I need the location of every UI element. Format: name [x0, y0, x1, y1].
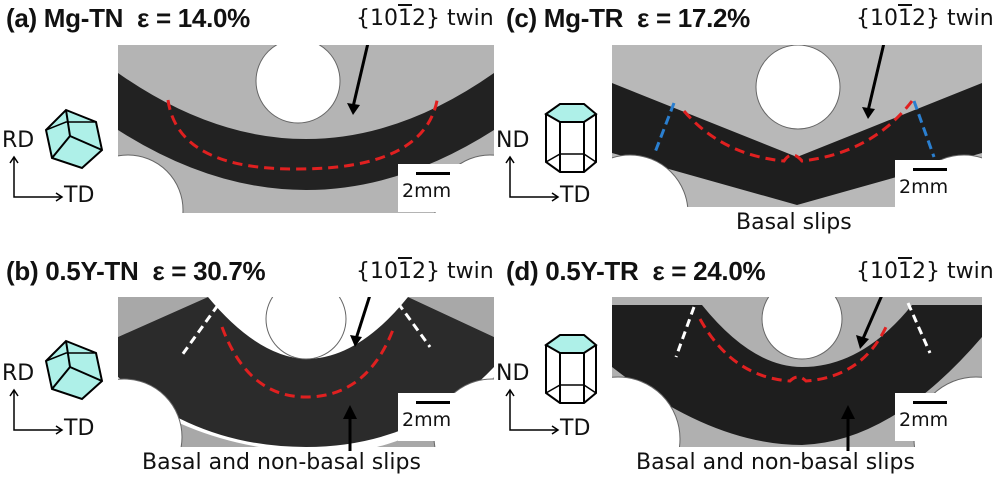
- axes-icon: [505, 155, 560, 202]
- panel-d-caption: Basal and non-basal slips: [636, 450, 915, 475]
- bent-specimen: [118, 73, 494, 190]
- axis-td-label: TD: [64, 183, 95, 208]
- panel-b: (b) 0.5Y-TN ε = 30.7% {1012} twin 2mm Ba…: [0, 253, 500, 493]
- panel-b-caption: Basal and non-basal slips: [142, 450, 421, 475]
- twin-arrow: [351, 45, 370, 108]
- slip-arrow: [841, 405, 855, 451]
- axis-td-label: TD: [560, 416, 591, 441]
- panel-c: (c) Mg-TR ε = 17.2% {1012} twin 2mm Basa…: [496, 0, 1000, 240]
- twin-arrow: [860, 297, 883, 342]
- axes-icon: [9, 155, 64, 202]
- panel-b-title: (b) 0.5Y-TN ε = 30.7%: [6, 256, 266, 286]
- panel-c-twin-label: {1012} twin: [856, 6, 994, 31]
- left-roller: [118, 378, 183, 447]
- left-roller: [612, 154, 689, 207]
- panel-b-twin-label: {1012} twin: [356, 259, 494, 284]
- slip-band-line: [674, 306, 696, 358]
- twin-arrow: [354, 297, 371, 340]
- panel-d-twin-label: {1012} twin: [856, 259, 994, 284]
- slip-band-line: [180, 304, 220, 356]
- crystal-icon: [544, 334, 598, 404]
- upper-roller: [265, 297, 347, 360]
- upper-roller: [761, 297, 843, 360]
- crystal-icon: [44, 108, 104, 170]
- panel-a: (a) Mg-TN ε = 14.0% {1012} twin 2mm RD T…: [0, 0, 500, 240]
- panel-a-micrograph: [118, 45, 494, 213]
- panel-d-scale-bar: 2mm: [895, 393, 985, 441]
- left-roller: [612, 376, 681, 447]
- panel-d-title: (d) 0.5Y-TR ε = 24.0%: [506, 256, 766, 286]
- panel-b-micrograph: [118, 297, 494, 447]
- left-roller: [118, 154, 184, 213]
- twin-boundary-line: [220, 326, 396, 399]
- slip-band-line: [906, 302, 932, 354]
- slip-arrow: [343, 405, 357, 451]
- axis-nd-label: ND: [496, 361, 530, 386]
- slip-band-line: [396, 302, 432, 348]
- bent-specimen: [612, 305, 982, 445]
- slip-band-line: [652, 102, 676, 156]
- panel-a-twin-label: {1012} twin: [356, 6, 494, 31]
- twin-boundary-line: [698, 318, 888, 383]
- axis-nd-label: ND: [496, 128, 530, 153]
- twin-boundary-line: [682, 100, 914, 163]
- panel-d: (d) 0.5Y-TR ε = 24.0% {1012} twin 2mm Ba…: [496, 253, 1000, 493]
- axes-icon: [505, 388, 560, 435]
- panel-c-title: (c) Mg-TR ε = 17.2%: [506, 3, 750, 33]
- axis-td-label: TD: [560, 183, 591, 208]
- axis-td-label: TD: [64, 416, 95, 441]
- crystal-icon: [44, 339, 104, 401]
- panel-a-scale-bar: 2mm: [398, 164, 488, 212]
- upper-roller: [255, 45, 341, 124]
- twin-arrow: [866, 45, 886, 112]
- panel-c-caption: Basal slips: [736, 210, 852, 235]
- twin-boundary-line: [166, 94, 440, 171]
- crystal-icon: [544, 103, 598, 173]
- bent-specimen: [612, 83, 982, 205]
- axis-rd-label: RD: [2, 361, 35, 386]
- upper-roller: [755, 45, 841, 130]
- axis-rd-label: RD: [2, 128, 35, 153]
- panel-b-scale-bar: 2mm: [398, 393, 488, 441]
- axes-icon: [9, 388, 64, 435]
- panel-a-title: (a) Mg-TN ε = 14.0%: [6, 3, 250, 33]
- panel-c-scale-bar: 2mm: [895, 160, 985, 208]
